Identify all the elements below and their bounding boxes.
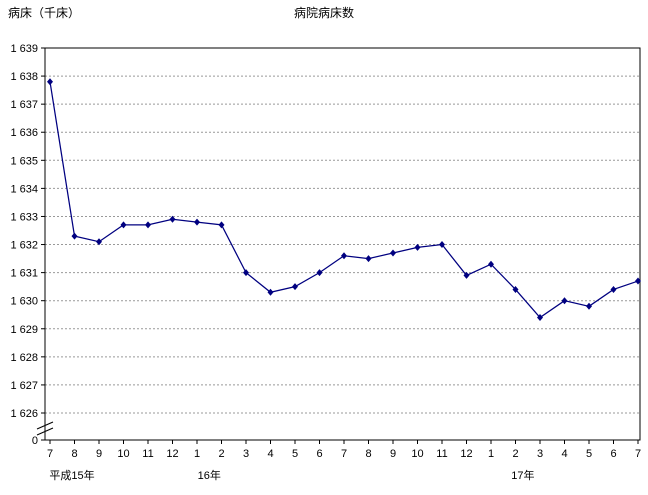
svg-text:6: 6 — [316, 448, 322, 460]
svg-text:1 627: 1 627 — [10, 380, 38, 392]
svg-text:3: 3 — [243, 448, 249, 460]
svg-text:1 639: 1 639 — [10, 43, 38, 55]
svg-text:7: 7 — [341, 448, 347, 460]
svg-text:12: 12 — [166, 448, 178, 460]
svg-text:11: 11 — [436, 448, 447, 460]
svg-text:1 638: 1 638 — [10, 71, 38, 83]
svg-text:1: 1 — [488, 448, 494, 460]
svg-text:7: 7 — [635, 448, 641, 460]
svg-text:4: 4 — [561, 448, 567, 460]
svg-text:10: 10 — [411, 448, 423, 460]
svg-text:2: 2 — [512, 448, 518, 460]
svg-text:11: 11 — [142, 448, 153, 460]
svg-text:5: 5 — [292, 448, 298, 460]
svg-text:12: 12 — [460, 448, 472, 460]
svg-text:6: 6 — [610, 448, 616, 460]
svg-text:1 635: 1 635 — [10, 155, 38, 167]
svg-text:1: 1 — [194, 448, 200, 460]
svg-text:平成15年: 平成15年 — [49, 468, 94, 482]
svg-text:1 626: 1 626 — [10, 408, 38, 420]
svg-text:1 630: 1 630 — [10, 296, 38, 308]
svg-text:9: 9 — [390, 448, 396, 460]
svg-text:9: 9 — [96, 448, 102, 460]
svg-text:4: 4 — [267, 448, 273, 460]
svg-text:1 628: 1 628 — [10, 352, 38, 364]
svg-text:3: 3 — [537, 448, 543, 460]
svg-text:1 634: 1 634 — [10, 183, 38, 195]
svg-text:8: 8 — [365, 448, 371, 460]
svg-text:8: 8 — [71, 448, 77, 460]
svg-text:1 633: 1 633 — [10, 211, 38, 223]
svg-text:16年: 16年 — [198, 468, 221, 482]
svg-text:10: 10 — [117, 448, 129, 460]
svg-text:2: 2 — [218, 448, 224, 460]
chart-title: 病院病床数 — [293, 6, 354, 20]
svg-text:1 629: 1 629 — [10, 324, 38, 336]
svg-text:1 631: 1 631 — [10, 268, 38, 280]
svg-text:5: 5 — [586, 448, 592, 460]
y-axis-unit-label: 病床（千床） — [8, 6, 81, 20]
svg-text:1 632: 1 632 — [10, 240, 38, 252]
svg-text:1 637: 1 637 — [10, 99, 38, 111]
svg-text:7: 7 — [47, 448, 53, 460]
svg-text:0: 0 — [32, 435, 38, 447]
svg-text:17年: 17年 — [511, 468, 534, 482]
svg-text:1 636: 1 636 — [10, 127, 38, 139]
